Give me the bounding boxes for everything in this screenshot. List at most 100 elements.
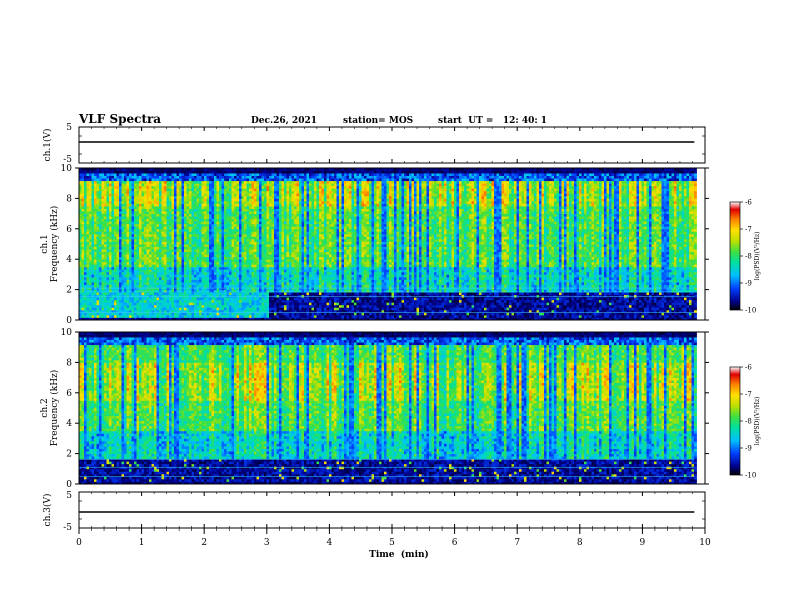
spectrogram-cell [104,219,107,222]
spectrogram-cell [187,186,190,189]
spectrogram-cell [147,206,150,209]
spectrogram-cell [87,211,90,214]
spectrogram-cell [162,211,165,214]
spectrogram-cell [219,307,222,310]
spectrogram-cell [124,287,127,290]
spectrogram-cell [222,252,225,255]
spectrogram-cell [177,171,180,174]
spectrogram-cell [247,247,250,250]
spectrogram-cell [219,191,222,194]
spectrogram-cell [227,269,230,272]
spectrogram-cell [247,188,250,191]
spectrogram-cell [149,183,152,186]
spectrogram-cell [274,300,277,303]
spectrogram-cell [234,277,237,280]
spectrogram-cell [109,196,112,199]
spectrogram-cell [162,264,165,267]
spectrogram-cell [114,297,117,300]
spectrogram-cell [142,300,145,303]
spectrogram-cell [154,171,157,174]
spectrogram-cell [234,244,237,247]
spectrogram-cell [132,285,135,288]
spectrogram-cell [87,295,90,298]
spectrogram-cell [247,198,250,201]
spectrogram-cell [214,277,217,280]
spectrogram-cell [89,252,92,255]
spectrogram-cell [164,176,167,179]
spectrogram-cell [197,247,200,250]
spectrogram-cell [144,221,147,224]
spectrogram-cell [249,209,252,212]
spectrogram-cell [202,307,205,310]
spectrogram-cell [167,239,170,242]
spectrogram-cell [162,295,165,298]
spectrogram-cell [212,224,215,227]
spectrogram-cell [132,231,135,234]
spectrogram-cell [144,198,147,201]
spectrogram-cell [229,229,232,232]
spectrogram-cell [274,196,277,199]
spectrogram-cell [234,171,237,174]
spectrogram-cell [99,173,102,176]
spectrogram-cell [84,254,87,257]
spectrogram-cell [99,277,102,280]
spectrogram-cell [119,302,122,305]
spectrogram-cell [237,191,240,194]
spectrogram-cell [192,295,195,298]
spectrogram-cell [112,252,115,255]
spectrogram-cell [242,201,245,204]
spectrogram-cell [117,300,120,303]
spectrogram-cell [94,173,97,176]
spectrogram-cell [262,287,265,290]
spectrogram-cell [122,297,125,300]
spectrogram-cell [194,312,197,315]
spectrogram-cell [239,191,242,194]
spectrogram-cell [129,173,132,176]
spectrogram-cell [139,279,142,282]
spectrogram-cell [219,181,222,184]
spectrogram-cell [254,214,257,217]
spectrogram-cell [82,176,85,179]
spectrogram-cell [179,269,182,272]
spectrogram-cell [202,279,205,282]
spectrogram-cell [237,315,240,318]
spectrogram-cell [139,285,142,288]
spectrogram-cell [102,191,105,194]
spectrogram-cell [157,236,160,239]
spectrogram-cell [117,307,120,310]
spectrogram-cell [117,269,120,272]
spectrogram-cell [97,198,100,201]
spectrogram-cell [137,249,140,252]
spectrogram-cell [179,183,182,186]
spectrogram-cell [252,236,255,239]
spectrogram-cell [134,181,137,184]
spectrogram-cell [219,193,222,196]
spectrogram-cell [122,302,125,305]
spectrogram-cell [192,244,195,247]
spectrogram-cell [114,206,117,209]
spectrogram-cell [137,236,140,239]
spectrogram-cell [142,226,145,229]
spectrogram-cell [87,216,90,219]
spectrogram-cell [87,209,90,212]
spectrogram-cell [209,312,212,315]
spectrogram-cell [244,241,247,244]
spectrogram-cell [142,186,145,189]
spectrogram-cell [172,224,175,227]
spectrogram-cell [99,287,102,290]
spectrogram-cell [112,188,115,191]
spectrogram-cell [262,254,265,257]
spectrogram-cell [224,277,227,280]
spectrogram-cell [177,203,180,206]
spectrogram-cell [92,188,95,191]
spectrogram-cell [117,277,120,280]
spectrogram-cell [192,171,195,174]
spectrogram-cell [229,171,232,174]
spectrogram-cell [172,188,175,191]
spectrogram-cell [127,249,130,252]
spectrogram-cell [199,302,202,305]
spectrogram-cell [249,219,252,222]
spectrogram-cell [134,234,137,237]
spectrogram-cell [197,226,200,229]
spectrogram-cell [124,269,127,272]
